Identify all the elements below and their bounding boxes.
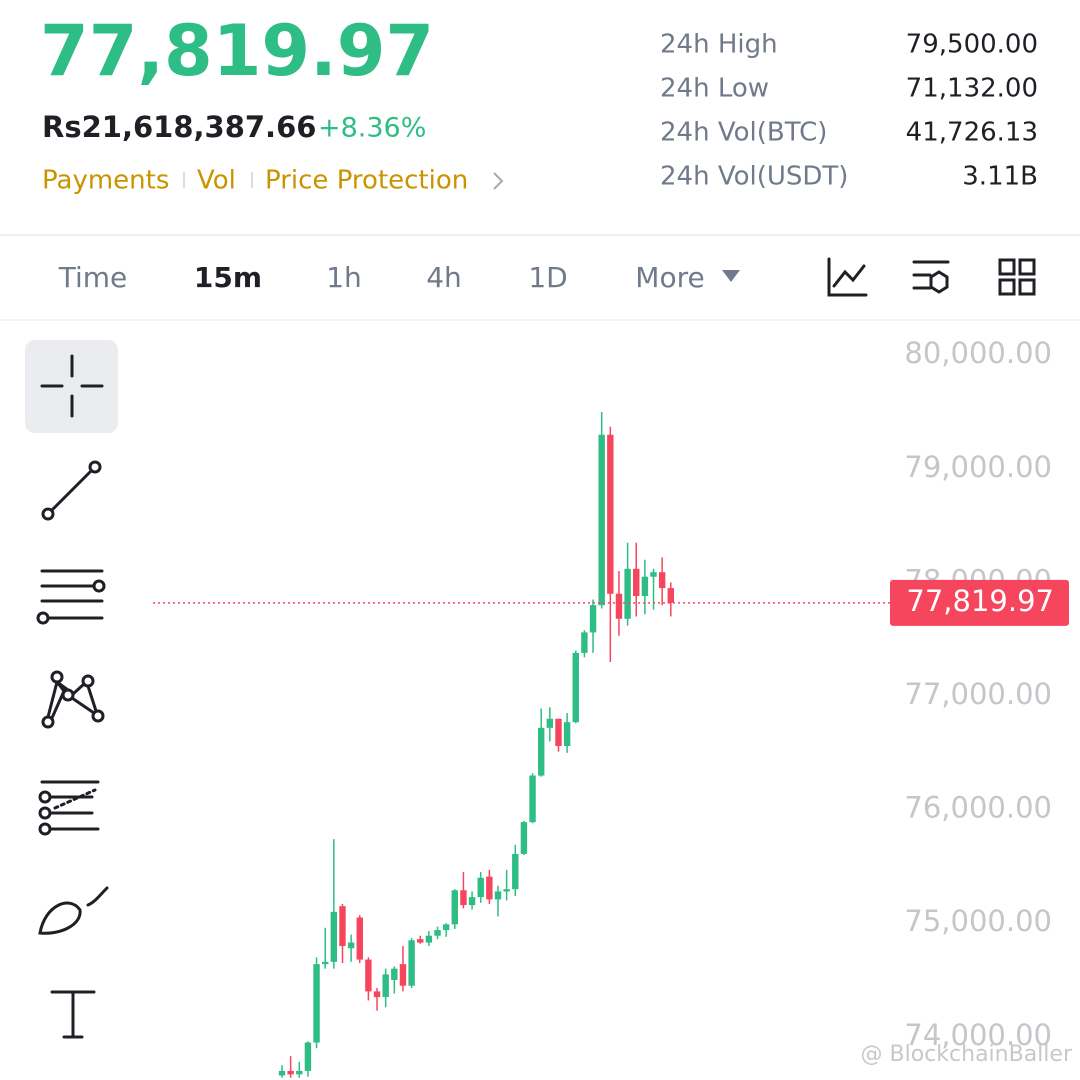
tab[interactable]: 15m [194,261,262,294]
candle-body [624,568,631,619]
candle-body [598,434,605,606]
watermark: @ BlockchainBaller [861,1042,1073,1067]
chart-icons[interactable] [827,257,1036,297]
stat-value: 71,132.00 [906,74,1038,104]
tool-active[interactable] [25,340,118,433]
candle-body [339,906,346,946]
candle-body [451,890,458,925]
overlay: 77,819.97 [153,579,1069,626]
stat-label: 24h Vol(BTC) [660,118,827,148]
link[interactable]: Payments [42,166,169,196]
candle-body [494,891,502,900]
candle-body [667,588,674,603]
tab[interactable]: Time [58,261,128,294]
price: 77,819.97 [40,10,434,92]
candle-body [512,853,519,890]
tab[interactable]: More [635,261,704,294]
candle-body [486,876,493,900]
stat-label: 24h Low [660,74,769,104]
candle-body [434,930,441,936]
stat-label: 24h High [660,30,778,60]
candle-body [382,974,389,998]
y-tick-label: 77,000.00 [904,677,1052,711]
dropdown-arrow [722,270,740,282]
y-tick-label: 76,000.00 [904,791,1052,825]
candle-body [658,572,666,589]
y-tick-label: 74,000.00 [904,1018,1052,1052]
candle-body [641,576,649,597]
stat-value: 3.11B [962,162,1038,192]
y-tick-label: 80,000.00 [904,336,1052,370]
candle-body [399,964,407,986]
candle-body [555,718,562,747]
last-price-tag [890,579,1069,626]
tab[interactable]: 1D [528,261,567,294]
fiat-price: Rs21,618,387.66 [42,110,316,144]
chevron [493,172,504,190]
y-tick-label: 79,000.00 [904,450,1052,484]
last-price-label: 77,819.97 [906,584,1054,618]
tabs: Time 15m 1h 4h 1D More [58,261,705,294]
candle-body [607,434,614,594]
candle-body [563,722,571,747]
stat-value: 41,726.13 [906,118,1038,148]
change: +8.36% [318,113,426,144]
candle-body [529,775,536,823]
tab[interactable]: 1h [326,261,362,294]
candle-body [442,924,450,931]
candle-body [538,727,545,776]
toolbar[interactable] [25,340,118,1039]
stat-label: 24h Vol(USDT) [660,162,848,192]
candle-body [477,877,484,898]
candle-body [650,572,657,577]
candle-body [633,568,640,597]
candle-body [278,1070,286,1076]
candle-body [520,822,528,854]
candle-body [572,652,579,723]
candle-body [615,593,623,619]
candle-body [356,917,363,960]
candle-body [468,897,476,906]
candle-body [373,991,381,998]
candle-body [417,939,424,943]
link[interactable]: Price Protection [265,166,468,196]
candle-body [391,968,398,981]
candle-body [313,964,320,1043]
candle-body [408,940,415,986]
candle-body [347,942,355,949]
candle-body [322,961,329,965]
stats: 24h High 79,500.00 24h Low 71,132.00 24h Vol… [660,30,1038,192]
candle-body [503,889,510,892]
candle-body [296,1070,303,1075]
candle-body [460,890,467,906]
candle-body [304,1042,312,1071]
candle-body [365,959,372,992]
candle-body [589,605,597,633]
candle-body [330,911,338,962]
y-axis: 74,000.0075,000.0076,000.0077,000.0078,0… [904,336,1052,1052]
candle-body [546,718,554,728]
tab[interactable]: 4h [426,261,462,294]
candle-body [425,935,433,943]
candles [278,412,674,1078]
link[interactable]: Vol [197,166,236,196]
stat-value: 79,500.00 [906,30,1038,60]
y-tick-label: 75,000.00 [904,904,1052,938]
candle-body [287,1070,294,1075]
candle-body [581,632,588,653]
